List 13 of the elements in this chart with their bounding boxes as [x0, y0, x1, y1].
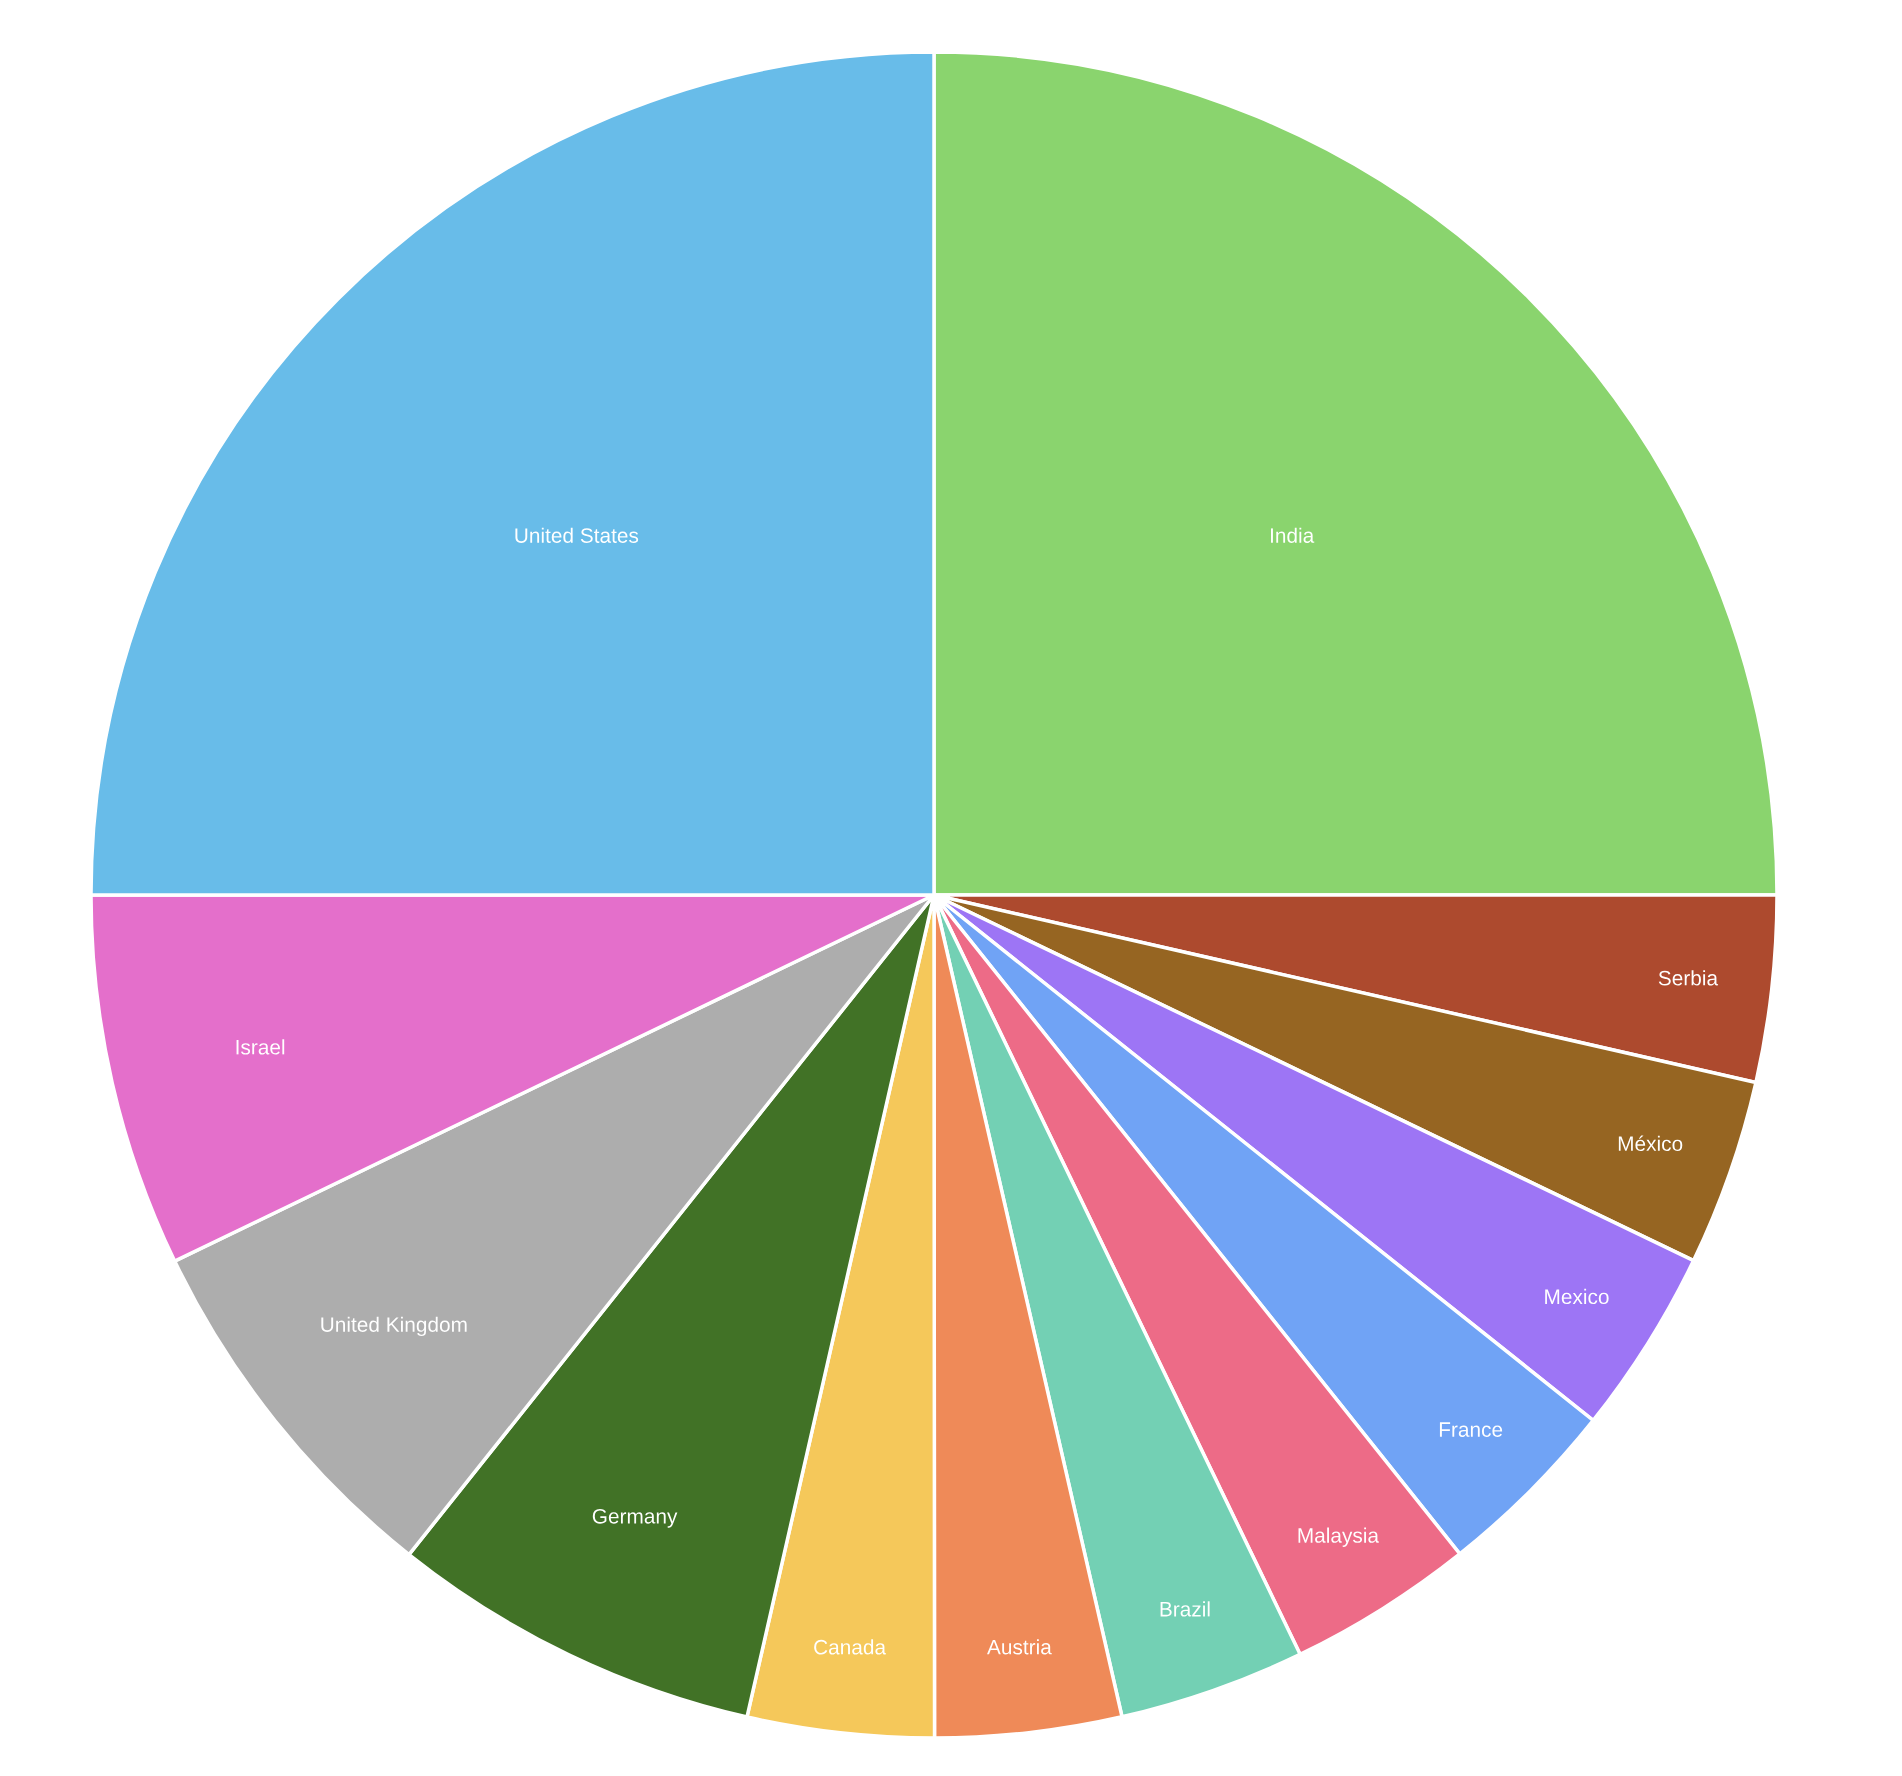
slice-label: Malaysia [1298, 1527, 1380, 1547]
slice-label: México [1618, 1135, 1683, 1152]
slice-label: Serbia [1658, 970, 1719, 986]
slice-label: Brazil [1160, 1601, 1210, 1617]
slice-label: Canada [814, 1639, 887, 1655]
slice-label: Israel [236, 1039, 285, 1055]
slice-label: Germany [592, 1508, 678, 1528]
slice-label: France [1439, 1422, 1503, 1437]
slice-label: India [1270, 527, 1315, 543]
slice-label: Mexico [1545, 1288, 1609, 1305]
slice-label: Austria [987, 1639, 1052, 1655]
slice-label: United Kingdom [321, 1316, 467, 1337]
slice-label: United States [515, 527, 639, 543]
